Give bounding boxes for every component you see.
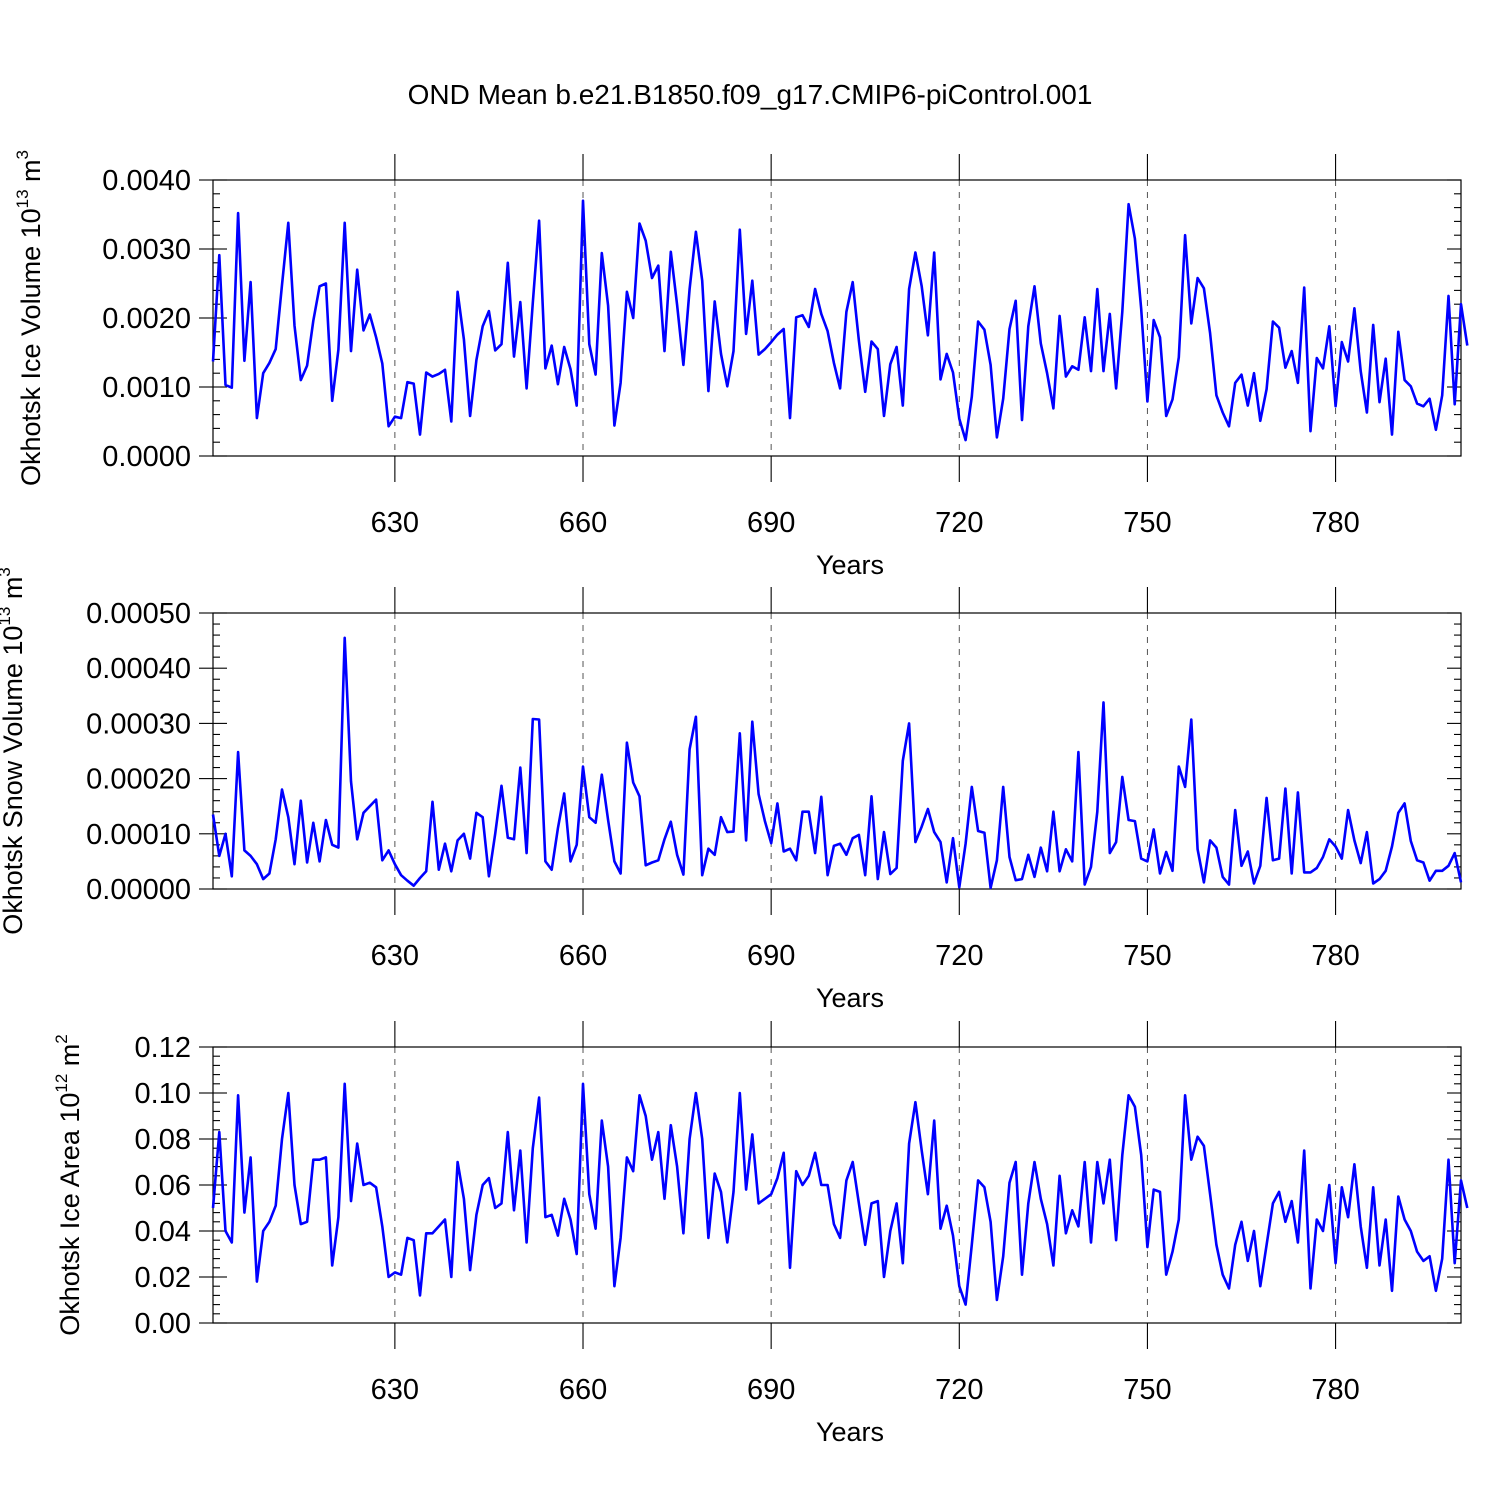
- x-tick-label: 750: [1123, 507, 1171, 539]
- plot-frame: [212, 612, 1462, 890]
- series-line: [211, 636, 1463, 890]
- y-axis-title-text: Okhotsk Snow Volume 10: [0, 626, 28, 935]
- y-axis-title-text: Okhotsk Ice Volume 10: [16, 208, 46, 486]
- x-tick-label: 660: [559, 940, 607, 972]
- y-tick-label: 0.00030: [86, 708, 191, 740]
- panel-3: 630 660 690 720 750 780 0.00 0.02 0.04 0.06 0.08 0.…: [52, 1021, 1469, 1447]
- y-tick-label: 0.02: [135, 1262, 191, 1294]
- y-tick-label: 0.0020: [102, 303, 191, 335]
- y-tick-label: 0.08: [135, 1124, 191, 1156]
- y-tick-label: 0.00: [135, 1308, 191, 1340]
- y-tick-label: 0.10: [135, 1078, 191, 1110]
- x-tick-label: 720: [935, 507, 983, 539]
- y-tick-label: 0.00010: [86, 819, 191, 851]
- y-axis-title-superscript: 13: [0, 607, 14, 626]
- x-tick-label: 630: [371, 1374, 419, 1406]
- panels: 630 660 690 720 750 780 0.0000 0.0010 0.0020 0.00…: [0, 150, 1469, 1447]
- x-axis-title: Years: [816, 1417, 884, 1447]
- x-axis-title: Years: [816, 550, 884, 580]
- y-tick-label: 0.0030: [102, 234, 191, 266]
- x-tick-label: 690: [747, 507, 795, 539]
- series-line: [211, 199, 1469, 442]
- panel-2: 630 660 690 720 750 780 0.00000 0.00010 0.00020 0…: [0, 567, 1463, 1013]
- y-axis-title-text: Okhotsk Ice Area 10: [55, 1093, 85, 1336]
- y-tick-label: 0.00050: [86, 598, 191, 630]
- y-tick-label: 0.04: [135, 1216, 191, 1248]
- x-tick-label: 690: [747, 1374, 795, 1406]
- x-tick-label: 660: [559, 1374, 607, 1406]
- x-tick-label: 780: [1311, 507, 1359, 539]
- y-tick-label: 0.0000: [102, 441, 191, 473]
- y-axis-title-text: m: [55, 1044, 85, 1074]
- y-axis-title: Okhotsk Snow Volume 1013 m3: [0, 567, 28, 935]
- y-tick-label: 0.0040: [102, 165, 191, 197]
- y-tick-label: 0.00000: [86, 874, 191, 906]
- y-axis-title-superscript: 3: [13, 150, 32, 159]
- y-tick-label: 0.0010: [102, 372, 191, 404]
- x-tick-label: 780: [1311, 940, 1359, 972]
- x-axis-title: Years: [816, 983, 884, 1013]
- y-tick-label: 0.12: [135, 1032, 191, 1064]
- y-axis-title: Okhotsk Ice Area 1012 m2: [52, 1034, 85, 1336]
- x-tick-label: 780: [1311, 1374, 1359, 1406]
- x-tick-label: 720: [935, 940, 983, 972]
- y-tick-label: 0.00020: [86, 764, 191, 796]
- y-axis-title-superscript: 3: [0, 567, 14, 576]
- series-line: [211, 1082, 1469, 1306]
- panel-1: 630 660 690 720 750 780 0.0000 0.0010 0.0020 0.00…: [13, 150, 1469, 580]
- y-axis-title-superscript: 13: [13, 189, 32, 208]
- x-tick-label: 630: [371, 507, 419, 539]
- x-tick-label: 750: [1123, 940, 1171, 972]
- y-tick-label: 0.00040: [86, 653, 191, 685]
- x-tick-label: 720: [935, 1374, 983, 1406]
- x-tick-label: 690: [747, 940, 795, 972]
- x-tick-label: 660: [559, 507, 607, 539]
- figure-title: OND Mean b.e21.B1850.f09_g17.CMIP6-piCon…: [408, 79, 1093, 110]
- y-axis-title: Okhotsk Ice Volume 1013 m3: [13, 150, 46, 486]
- y-axis-title-superscript: 12: [52, 1074, 71, 1093]
- y-tick-label: 0.06: [135, 1170, 191, 1202]
- x-tick-label: 630: [371, 940, 419, 972]
- y-axis-title-superscript: 2: [52, 1034, 71, 1043]
- x-tick-label: 750: [1123, 1374, 1171, 1406]
- y-axis-title-text: m: [0, 577, 28, 607]
- y-axis-title-text: m: [16, 159, 46, 189]
